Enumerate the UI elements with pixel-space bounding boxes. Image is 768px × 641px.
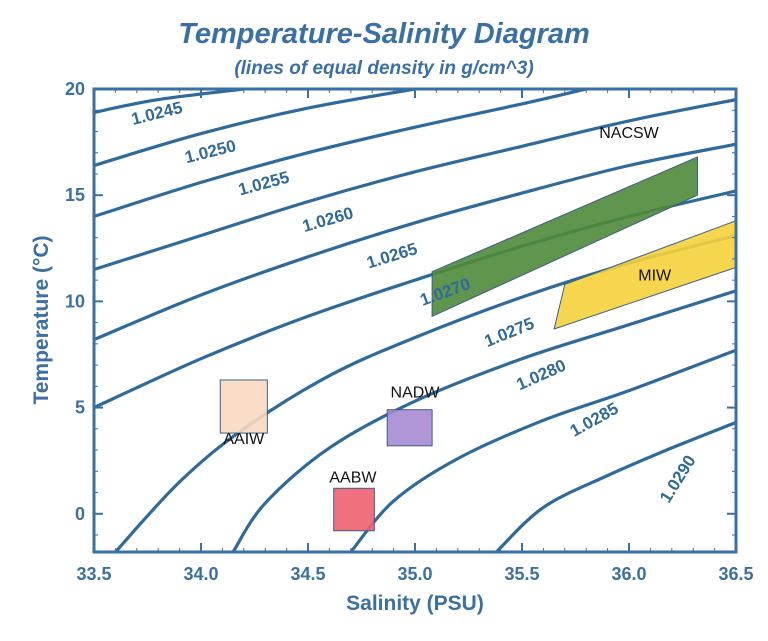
water-mass-labels: NACSW MIW AAIW NADW AABW [223, 125, 672, 486]
water-mass-aabw [333, 487, 375, 532]
isopycnal-line [94, 89, 246, 114]
isopycnal-label: 1.0255 [236, 168, 291, 200]
x-tick-label: 36.5 [718, 564, 753, 584]
x-tick-label: 35.5 [504, 564, 539, 584]
y-tick-label: 10 [65, 291, 85, 311]
x-tick-label: 34.5 [290, 564, 325, 584]
isopycnal-label: 1.0285 [567, 399, 622, 441]
water-mass-label: NACSW [599, 125, 659, 142]
chart-subtitle: (lines of equal density in g/cm^3) [234, 58, 534, 79]
water-mass-label: AABW [329, 469, 377, 486]
x-tick-label: 35.0 [397, 564, 432, 584]
x-axis-label: Salinity (PSU) [346, 592, 484, 615]
y-tick-label: 15 [65, 185, 85, 205]
water-mass-nacsw [431, 156, 698, 318]
water-mass-nadw [386, 409, 433, 447]
water-mass-label: AAIW [223, 431, 265, 448]
isopycnal-line [494, 420, 736, 552]
x-tick-label: 33.5 [76, 564, 111, 584]
isopycnal-label: 1.0290 [656, 452, 700, 506]
isopycnal-lines [94, 89, 736, 552]
isopycnal-line [94, 89, 417, 168]
isopycnal-line [231, 289, 736, 552]
water-mass-aaiw [219, 379, 268, 434]
isopycnal-label: 1.0265 [364, 239, 419, 272]
isopycnal-line [349, 348, 736, 552]
isopycnal-label: 1.0275 [482, 314, 537, 351]
y-tick-label: 20 [65, 79, 85, 99]
isopycnal-label: 1.0250 [183, 136, 238, 167]
y-tick-label: 5 [75, 398, 85, 418]
isopycnal-line [94, 98, 736, 272]
y-tick-label: 0 [75, 504, 85, 524]
isopycnal-label: 1.0260 [300, 203, 355, 236]
isopycnal-line [94, 142, 736, 342]
water-mass-regions [219, 156, 737, 532]
isopycnal-line [94, 89, 588, 218]
axes: 33.5 34.0 34.5 35.0 35.5 36.0 36.5 0 5 10 15 20 [65, 79, 754, 584]
water-mass-label: MIW [638, 268, 672, 285]
isopycnal-label: 1.0280 [514, 356, 569, 395]
x-tick-label: 36.0 [611, 564, 646, 584]
water-mass-label: NADW [391, 384, 441, 401]
chart-title: Temperature-Salinity Diagram [178, 18, 590, 50]
x-tick-label: 34.0 [183, 564, 218, 584]
y-axis-label: Temperature (°C) [30, 235, 53, 404]
